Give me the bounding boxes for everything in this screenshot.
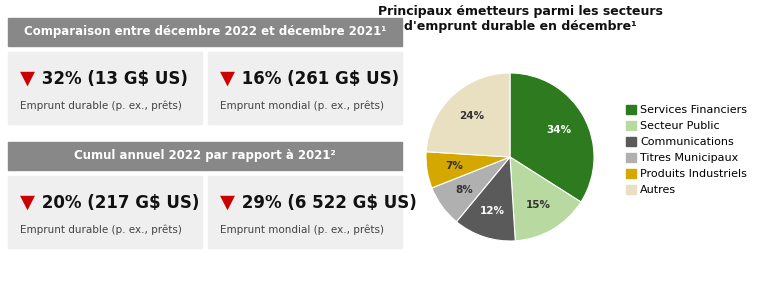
Text: 29% (6 522 G$ US): 29% (6 522 G$ US)	[236, 194, 417, 211]
Text: ▼: ▼	[220, 193, 235, 212]
Wedge shape	[426, 73, 510, 157]
FancyBboxPatch shape	[8, 52, 202, 124]
Text: 24%: 24%	[459, 111, 484, 121]
Text: Emprunt durable (p. ex., prêts): Emprunt durable (p. ex., prêts)	[20, 225, 182, 235]
Wedge shape	[432, 157, 510, 222]
Text: ▼: ▼	[20, 193, 35, 212]
Wedge shape	[426, 152, 510, 188]
Text: 8%: 8%	[456, 185, 474, 195]
Text: Emprunt durable (p. ex., prêts): Emprunt durable (p. ex., prêts)	[20, 101, 182, 111]
Text: 20% (217 G$ US): 20% (217 G$ US)	[36, 194, 199, 211]
FancyBboxPatch shape	[8, 142, 402, 170]
Text: 34%: 34%	[547, 125, 572, 135]
Text: 16% (261 G$ US): 16% (261 G$ US)	[236, 70, 399, 88]
Text: ▼: ▼	[220, 69, 235, 88]
Wedge shape	[457, 157, 515, 241]
Text: 7%: 7%	[446, 161, 464, 171]
FancyBboxPatch shape	[8, 176, 202, 248]
Text: Emprunt mondial (p. ex., prêts): Emprunt mondial (p. ex., prêts)	[220, 225, 384, 235]
Wedge shape	[510, 73, 594, 202]
Text: 32% (13 G$ US): 32% (13 G$ US)	[36, 70, 188, 88]
Text: Principaux émetteurs parmi les secteurs
d'emprunt durable en décembre¹: Principaux émetteurs parmi les secteurs …	[377, 5, 662, 33]
FancyBboxPatch shape	[8, 18, 402, 46]
Text: Emprunt mondial (p. ex., prêts): Emprunt mondial (p. ex., prêts)	[220, 101, 384, 111]
Text: Cumul annuel 2022 par rapport à 2021²: Cumul annuel 2022 par rapport à 2021²	[74, 149, 336, 163]
Text: 12%: 12%	[480, 206, 505, 215]
Text: Comparaison entre décembre 2022 et décembre 2021¹: Comparaison entre décembre 2022 et décem…	[24, 26, 387, 38]
FancyBboxPatch shape	[208, 52, 402, 124]
Wedge shape	[510, 157, 581, 241]
FancyBboxPatch shape	[208, 176, 402, 248]
Text: 15%: 15%	[526, 200, 551, 210]
Legend: Services Financiers, Secteur Public, Communications, Titres Municipaux, Produits: Services Financiers, Secteur Public, Com…	[625, 105, 747, 195]
Text: ▼: ▼	[20, 69, 35, 88]
